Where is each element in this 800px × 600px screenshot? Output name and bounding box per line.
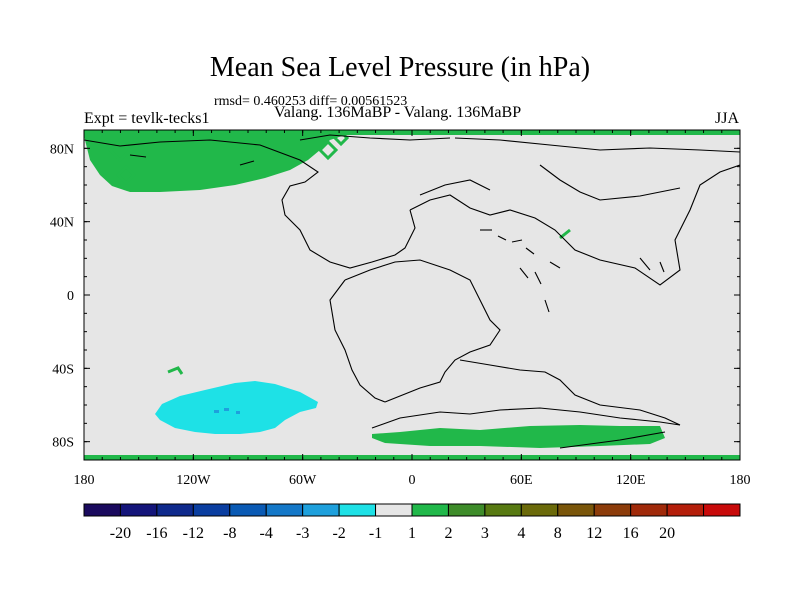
- lon-tick-label: 0: [409, 473, 416, 488]
- lon-tick-label: 180: [74, 473, 95, 488]
- lat-tick-label: 40S: [52, 362, 74, 377]
- stats-text: rmsd= 0.460253 diff= 0.00561523: [214, 94, 408, 109]
- colorbar-swatch: [593, 503, 632, 517]
- colorbar: -20 -16 -12 -8 -4 -3 -2 -1 1 2 3 4 8 12 16 20: [83, 503, 741, 542]
- colorbar-label: -16: [146, 525, 167, 542]
- south-pacific-anomaly: [155, 381, 318, 434]
- colorbar-swatch: [156, 503, 194, 517]
- lon-tick-label: 180: [730, 473, 751, 488]
- small-positive-patch: [167, 366, 184, 375]
- antarctic-anomaly: [372, 425, 665, 448]
- lon-tick-label: 120E: [616, 473, 646, 488]
- colorbar-label: -3: [296, 525, 309, 542]
- colorbar-label: 2: [444, 525, 452, 542]
- colorbar-swatch: [557, 503, 595, 517]
- colorbar-swatch: [375, 503, 413, 517]
- colorbar-label: -2: [332, 525, 345, 542]
- north-hatch: [107, 130, 350, 186]
- lon-tick-label: 60W: [289, 473, 317, 488]
- colorbar-label: 16: [623, 525, 639, 542]
- colorbar-swatch: [484, 503, 522, 517]
- lon-tick-label: 120W: [176, 473, 211, 488]
- colorbar-label: -1: [369, 525, 382, 542]
- colorbar-label: -4: [260, 525, 273, 542]
- colorbar-swatch: [338, 503, 377, 517]
- season-label: JJA: [715, 110, 740, 127]
- colorbar-label: -12: [183, 525, 204, 542]
- colorbar-swatch: [229, 503, 267, 517]
- lon-tick-label: 60E: [510, 473, 533, 488]
- south-pacific-core: [214, 408, 240, 414]
- colorbar-swatch: [666, 503, 705, 517]
- lat-tick-label: 0: [67, 289, 74, 304]
- colorbar-label: 8: [554, 525, 562, 542]
- north-pacific-anomaly: [84, 130, 345, 192]
- lat-tick-label: 80S: [52, 436, 74, 451]
- coastlines: [84, 134, 740, 449]
- experiment-label: Expt = tevlk-tecks1: [84, 110, 210, 127]
- colorbar-swatch: [265, 503, 304, 517]
- longitude-axis: 180 120W 60W 0 60E 120E 180: [74, 130, 751, 488]
- colorbar-swatch: [520, 503, 559, 517]
- colorbar-swatch: [703, 503, 741, 517]
- colorbar-label: 1: [408, 525, 416, 542]
- colorbar-swatch: [119, 503, 158, 517]
- subtitle: Valang. 136MaBP - Valang. 136MaBP: [274, 104, 522, 121]
- colorbar-swatch: [302, 503, 340, 517]
- lat-tick-label: 40N: [50, 216, 74, 231]
- chart-title: Mean Sea Level Pressure (in hPa): [209, 52, 591, 83]
- colorbar-swatch: [192, 503, 231, 517]
- colorbar-label: 20: [659, 525, 675, 542]
- colorbar-label: -20: [110, 525, 131, 542]
- colorbar-swatch: [83, 503, 121, 517]
- colorbar-swatch: [411, 503, 449, 517]
- latitude-axis: 80N 40N 0 40S 80S: [50, 129, 740, 461]
- colorbar-swatch: [447, 503, 486, 517]
- colorbar-swatch: [630, 503, 668, 517]
- colorbar-label: -8: [223, 525, 236, 542]
- lat-tick-label: 80N: [50, 142, 74, 157]
- colorbar-label: 12: [586, 525, 602, 542]
- colorbar-label: 4: [517, 525, 525, 542]
- colorbar-label: 3: [481, 525, 489, 542]
